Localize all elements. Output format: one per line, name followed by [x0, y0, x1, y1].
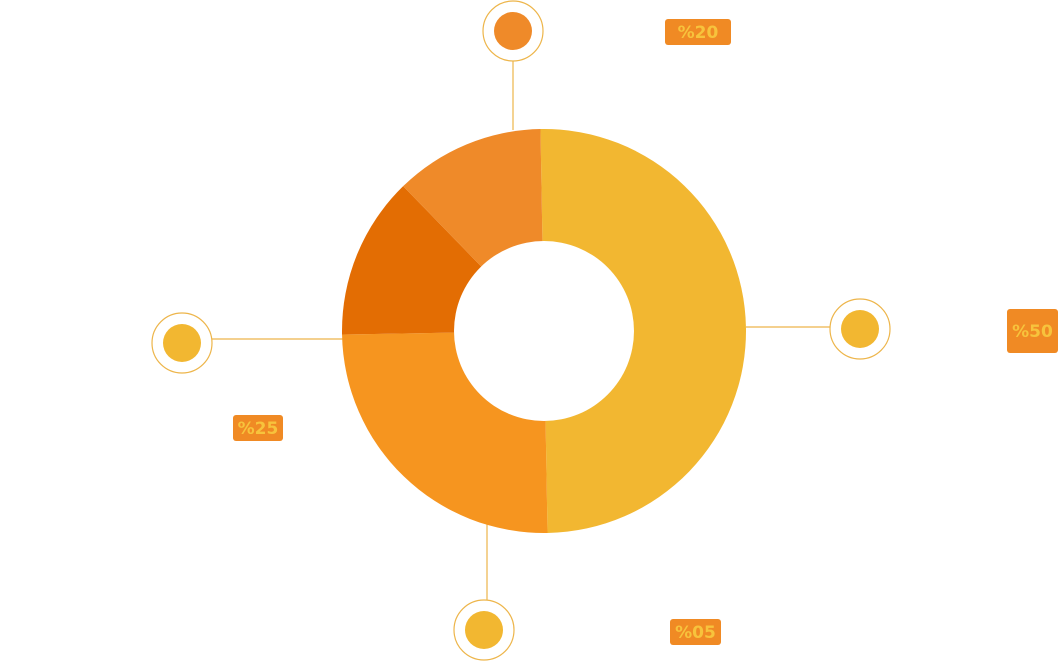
- marker-dots: [151, 0, 891, 661]
- marker-dot-4: [494, 12, 532, 50]
- marker-dot-3: [163, 324, 201, 362]
- label-box-1: [1007, 309, 1058, 353]
- percent-label-4: %20: [678, 23, 719, 43]
- percent-label-1: %50: [1012, 322, 1053, 342]
- leader-lines: [212, 60, 831, 601]
- label-box-4: [665, 19, 731, 45]
- percent-label-3: %05: [675, 623, 716, 643]
- percent-label-2: %25: [238, 419, 279, 439]
- donut-slice-1: [540, 128, 746, 533]
- marker-dot-2: [465, 611, 503, 649]
- label-box-2: [233, 415, 283, 441]
- marker-dot-1: [841, 310, 879, 348]
- label-box-3: [670, 619, 721, 645]
- percent-labels: %50 %25 %05 %20: [233, 19, 1058, 645]
- donut-hole: [454, 241, 634, 421]
